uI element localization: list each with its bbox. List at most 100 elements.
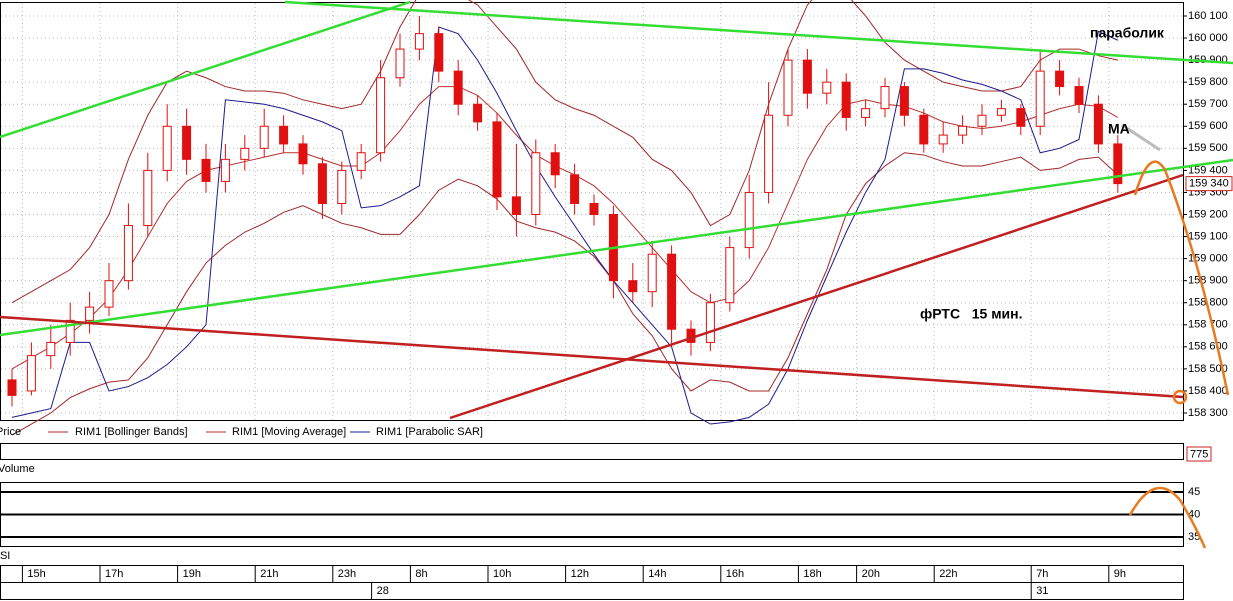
x-tick-label: 15h	[27, 568, 45, 580]
candle-body	[880, 86, 890, 110]
candle-body	[337, 169, 347, 204]
candle-body	[279, 125, 289, 145]
candle-body	[7, 379, 17, 396]
candle-body	[686, 328, 696, 343]
hand-arrows	[1121, 123, 1230, 549]
candle-body	[1055, 70, 1065, 88]
candle-body	[259, 125, 269, 149]
candle-body	[220, 158, 230, 182]
candle-body	[240, 147, 250, 160]
trend-line	[0, 158, 1233, 337]
candle-body	[414, 33, 424, 50]
candle-body	[85, 306, 95, 321]
date-label: 31	[1036, 585, 1048, 597]
panel-label: RSI	[0, 550, 10, 562]
candle-body	[201, 158, 211, 182]
y-tick-label: 159 800	[1188, 76, 1228, 88]
candle-body	[725, 247, 735, 304]
panel-label: Volume	[0, 463, 35, 475]
candle-body	[434, 33, 444, 72]
circle-mark	[1172, 389, 1188, 405]
y-tick-label: 159 500	[1188, 142, 1228, 154]
candle-body	[570, 174, 580, 204]
candle-body	[123, 225, 133, 282]
x-tick-label: 17h	[105, 568, 123, 580]
candle-body	[977, 114, 987, 127]
legend-item: Price	[0, 426, 21, 438]
annotation: параболик	[1090, 25, 1165, 41]
last-price-label: 159 340	[1189, 178, 1229, 190]
x-tick-label: 7h	[1036, 568, 1048, 580]
volume-box	[1186, 446, 1212, 462]
legend-item: RIM1 [Parabolic SAR]	[376, 426, 483, 438]
candle-body	[1093, 103, 1103, 145]
y-tick-label: 159 100	[1188, 230, 1228, 242]
candle-body	[744, 191, 754, 249]
candle-body	[473, 103, 483, 123]
candle-body	[705, 302, 715, 343]
x-tick-label: 23h	[338, 568, 356, 580]
candle-body	[1016, 108, 1026, 127]
x-tick-label: 16h	[726, 568, 744, 580]
x-tick-label: 12h	[571, 568, 589, 580]
y-tick-label: 158 400	[1188, 385, 1228, 397]
candle-body	[511, 196, 521, 216]
candle-body	[899, 86, 909, 116]
indicator-line	[11, 152, 1119, 436]
candle-body	[958, 125, 968, 136]
candle-body	[356, 152, 366, 171]
candle-body	[298, 143, 308, 165]
candle-body	[1035, 70, 1045, 127]
y-tick-label: 159 000	[1188, 253, 1228, 265]
legend-item: RIM1 [Moving Average]	[232, 426, 346, 438]
arrow	[1128, 486, 1207, 549]
annotation: MA	[1108, 121, 1130, 137]
y-tick-label: 160 000	[1188, 32, 1228, 44]
candle-body	[647, 253, 657, 293]
y-tick-label: 158 900	[1188, 275, 1228, 287]
y-tick-label: 158 300	[1188, 407, 1228, 419]
x-tick-label: 8h	[415, 568, 427, 580]
volume-panel	[0, 443, 1184, 460]
candle-body	[822, 81, 832, 94]
price-panel	[0, 2, 1184, 421]
candle-body	[453, 70, 463, 105]
x-tick-label: 14h	[648, 568, 666, 580]
candle-body	[802, 59, 812, 94]
y-tick-label: 159 200	[1188, 208, 1228, 220]
y-tick-label: 159 600	[1188, 120, 1228, 132]
candle-body	[589, 202, 599, 216]
date-axis	[0, 582, 1184, 600]
y-tick-label: 159 400	[1188, 164, 1228, 176]
y-tick-label: 158 700	[1188, 319, 1228, 331]
candle-body	[376, 77, 386, 154]
trend-lines	[0, 0, 1233, 420]
candle-body	[1113, 143, 1123, 185]
y-tick-label: 158 500	[1188, 363, 1228, 375]
candle-body	[861, 108, 871, 118]
candle-body	[938, 134, 948, 145]
candle-body	[143, 169, 153, 227]
candle-body	[26, 355, 36, 392]
arrow	[1121, 123, 1161, 152]
frames	[0, 2, 1184, 600]
trend-line	[284, 0, 1233, 65]
candle-body	[492, 121, 502, 198]
x-tick-label: 21h	[260, 568, 278, 580]
candle-body	[317, 163, 327, 204]
last-price-box	[1185, 176, 1233, 192]
volume-value: 775	[1190, 448, 1208, 460]
candle-body	[162, 125, 172, 171]
candle-body	[783, 59, 793, 116]
indicator-line	[11, 26, 1119, 425]
trend-line	[0, 315, 1184, 399]
candle-body	[841, 81, 851, 118]
rsi-panel	[0, 482, 1184, 547]
x-tick-label: 22h	[939, 568, 957, 580]
candle-body	[919, 114, 929, 145]
indicator-line	[11, 86, 1119, 370]
annotation: фРТС 15 мин.	[920, 306, 1023, 322]
